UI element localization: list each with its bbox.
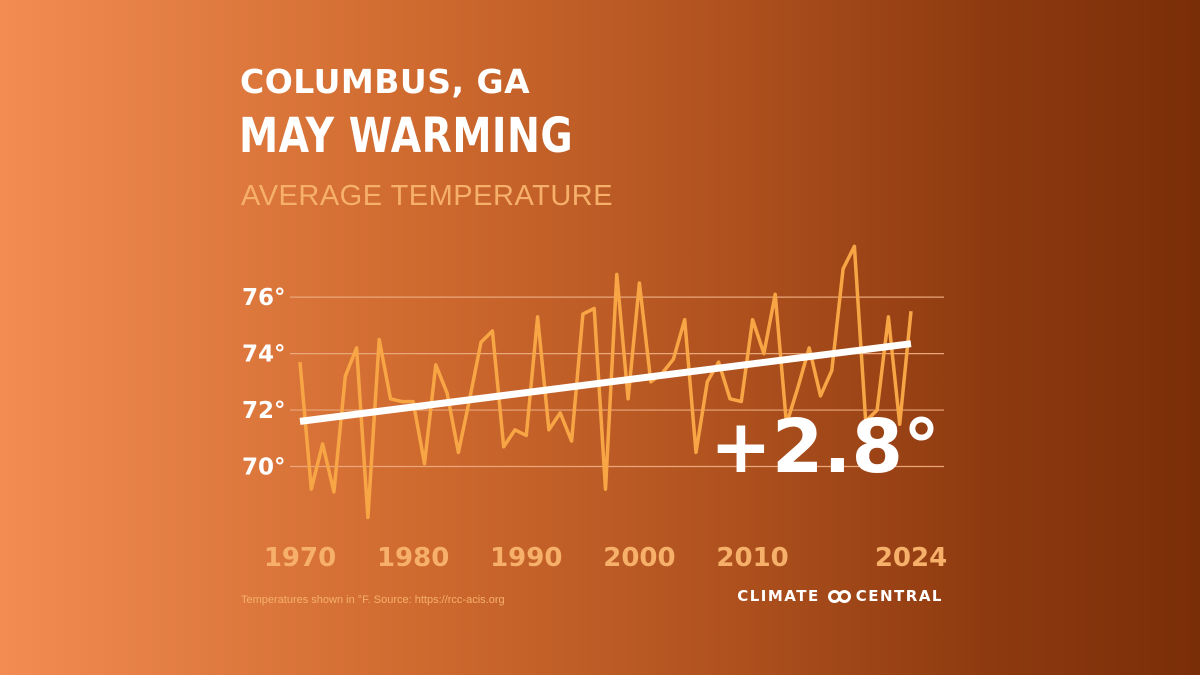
trend-line (299, 340, 912, 425)
x-tick-label: 1980 (377, 543, 449, 573)
x-axis-labels: 1970 1980 1990 2000 2010 2024 (264, 543, 947, 573)
chart-title: MAY WARMING (239, 108, 574, 164)
climate-central-logo: CLIMATE CENTRAL (737, 587, 943, 605)
source-note: Temperatures shown in °F. Source: https:… (241, 594, 505, 606)
logo-text-central: CENTRAL (855, 587, 943, 605)
temperature-series-line (298, 244, 913, 520)
location-heading: COLUMBUS, GA (240, 62, 531, 101)
y-tick-label: 70° (242, 455, 286, 481)
y-axis-labels: 70° 72° 74° 76° (242, 285, 286, 480)
x-tick-label: 2000 (603, 543, 675, 573)
x-tick-label: 1970 (264, 543, 336, 573)
logo-text-climate: CLIMATE (737, 587, 820, 605)
y-tick-label: 72° (242, 398, 286, 424)
y-tick-label: 76° (242, 285, 286, 311)
y-tick-label: 74° (242, 342, 286, 368)
logo-rings-icon (827, 589, 851, 603)
x-tick-label: 1990 (490, 543, 562, 573)
change-annotation: +2.8° (710, 404, 940, 490)
x-tick-label: 2010 (716, 543, 788, 573)
x-tick-label: 2024 (875, 543, 947, 573)
chart-subtitle: AVERAGE TEMPERATURE (241, 180, 614, 212)
